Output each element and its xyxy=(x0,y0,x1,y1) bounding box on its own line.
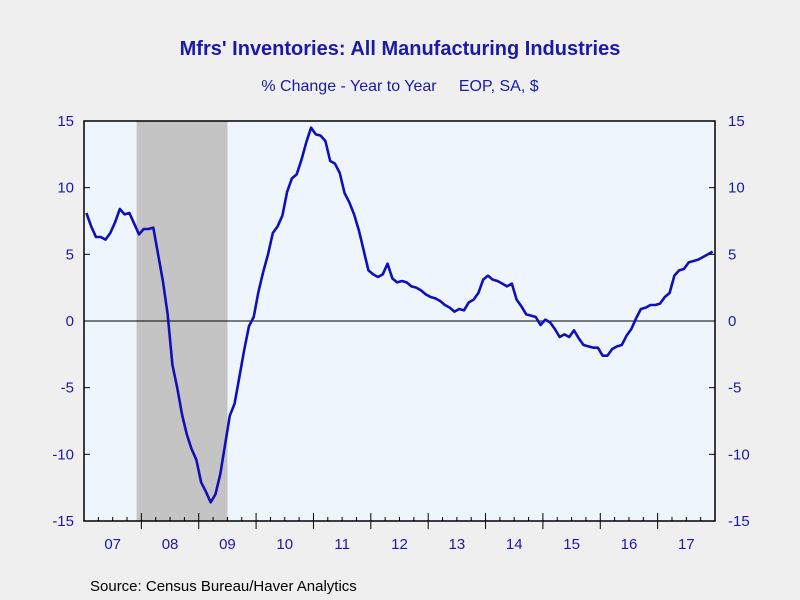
source-note: Source: Census Bureau/Haver Analytics xyxy=(90,578,357,595)
x-tick-label: 14 xyxy=(506,536,523,553)
y-tick-label-right: 15 xyxy=(728,113,745,130)
x-tick-label: 16 xyxy=(621,536,638,553)
x-tick-label: 13 xyxy=(449,536,466,553)
y-tick-label-left: -15 xyxy=(52,513,74,530)
x-tick-label: 17 xyxy=(678,536,695,553)
x-tick-label: 09 xyxy=(219,536,236,553)
x-tick-label: 07 xyxy=(104,536,121,553)
x-tick-label: 12 xyxy=(391,536,408,553)
y-tick-label-right: 0 xyxy=(728,313,736,330)
y-tick-label-left: -5 xyxy=(61,380,74,397)
y-tick-label-right: 5 xyxy=(728,246,736,263)
y-tick-label-left: -10 xyxy=(52,446,74,463)
chart-title: Mfrs' Inventories: All Manufacturing Ind… xyxy=(179,38,621,60)
y-tick-label-left: 15 xyxy=(57,113,74,130)
y-tick-label-right: 10 xyxy=(728,180,745,197)
y-tick-label-left: 0 xyxy=(66,313,74,330)
x-tick-label: 10 xyxy=(276,536,293,553)
chart-subtitle: % Change - Year to Year EOP, SA, $ xyxy=(261,78,539,95)
series-line xyxy=(85,126,714,504)
y-tick-label-right: -5 xyxy=(728,380,741,397)
ticks-layer xyxy=(84,120,715,529)
y-tick-label-left: 10 xyxy=(57,180,74,197)
y-tick-label-right: -15 xyxy=(728,513,750,530)
y-tick-label-left: 5 xyxy=(66,246,74,263)
x-tick-label: 08 xyxy=(162,536,179,553)
y-tick-label-right: -10 xyxy=(728,446,750,463)
labels-layer: 15 15 10 10 5 5 0 0 -5 -5 -10 -10 -15 -15 07 08 09 10 11 12… xyxy=(52,113,749,553)
x-tick-label: 15 xyxy=(563,536,580,553)
x-tick-label: 11 xyxy=(334,536,350,553)
